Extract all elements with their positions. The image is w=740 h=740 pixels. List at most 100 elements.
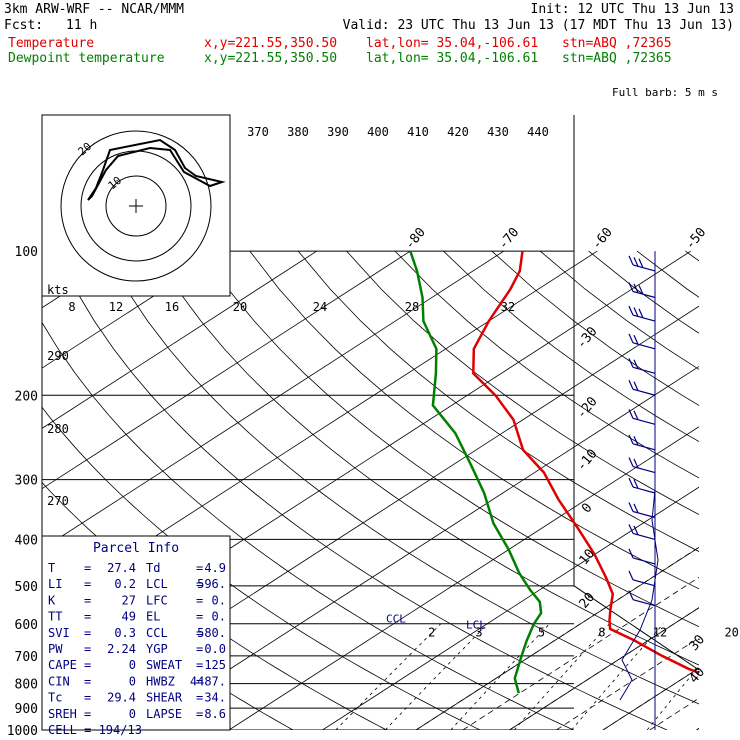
parcel-param-value: 580.	[197, 626, 226, 640]
dry-adiabat-line	[104, 250, 699, 705]
dry-adiabat-line	[297, 250, 699, 552]
isotherm-line	[322, 486, 699, 730]
parcel-param-name: EL	[146, 610, 160, 624]
forecast-hour: 11 h	[66, 18, 98, 33]
wind-barb-flag	[633, 435, 639, 446]
dewpoint-station: stn=ABQ ,72365	[562, 51, 672, 66]
parcel-param-name: CIN	[48, 674, 70, 688]
parcel-param-name: SVI	[48, 626, 70, 640]
parcel-param-eq: =	[84, 674, 91, 688]
isotherm-label: -50	[683, 225, 710, 253]
wind-barb-flag	[628, 502, 634, 512]
isotherm-label: -60	[589, 225, 616, 253]
wind-barb-flag	[633, 335, 639, 345]
theta-label: 400	[367, 125, 389, 139]
wind-barb-staff	[632, 557, 656, 565]
temperature-latlon: lat,lon= 35.04,-106.61	[366, 36, 539, 51]
parcel-param-value: 0.	[212, 593, 226, 607]
wind-barb-staff	[632, 366, 656, 374]
parcel-param-eq: =	[84, 658, 91, 672]
wind-barb-flag	[638, 285, 644, 295]
hodograph-speed-label: 12	[109, 300, 123, 314]
isotherm-label: 30	[687, 632, 709, 654]
isotherm-line	[696, 727, 699, 730]
wind-barb-flag	[628, 548, 634, 559]
dry-adiabat-line	[42, 406, 481, 730]
parcel-param-eq: =	[196, 707, 203, 721]
mixing-ratio-line	[335, 623, 442, 730]
parcel-param-eq: =	[196, 577, 203, 591]
dewpoint-latlon: lat,lon= 35.04,-106.61	[366, 51, 539, 66]
parcel-param-name: TT	[48, 610, 62, 624]
model-name: 3km ARW-WRF -- NCAR/MMM	[4, 2, 185, 17]
isotherm-label: -20	[574, 394, 601, 422]
parcel-param-name: SWEAT	[146, 658, 182, 672]
parcel-param-eq: =	[196, 626, 203, 640]
parcel-param-eq: =	[84, 610, 91, 624]
plot-right-skew-edge	[573, 585, 700, 671]
parcel-param-name: CAPE	[48, 658, 77, 672]
wind-barb-flag	[633, 479, 639, 489]
mixing-ratio-label: 20	[724, 625, 738, 639]
pressure-tick-label: 700	[15, 650, 38, 665]
parcel-param-name: CCL	[146, 626, 168, 640]
temperature-xy: x,y=221.55,350.50	[204, 36, 338, 51]
isotherm-label: -10	[574, 447, 601, 475]
wind-barb-flag	[628, 524, 634, 534]
wind-barb-staff	[632, 417, 656, 425]
parcel-param-name: K	[48, 593, 56, 607]
parcel-param-eq: =	[84, 593, 91, 607]
parcel-param-name: LI	[48, 577, 62, 591]
wind-barb-flag	[633, 381, 639, 391]
pressure-tick-label: 600	[15, 618, 38, 633]
dry-adiabat-line	[734, 251, 740, 730]
hodograph-speed-label: 16	[165, 300, 179, 314]
wind-barb-flag	[628, 590, 634, 600]
parcel-param-eq: =	[84, 626, 91, 640]
isotherm-line	[509, 607, 699, 730]
hodograph-unit-label: kts	[47, 283, 69, 297]
wind-barb-flag	[633, 503, 639, 514]
wind-barb-flag	[628, 409, 634, 419]
parcel-param-value: 0	[129, 658, 136, 672]
wind-barb-staff	[632, 532, 656, 541]
ccl-label: CCL	[386, 613, 406, 626]
isotherm-label: 0	[579, 501, 596, 517]
wind-barb-flag	[628, 358, 634, 368]
parcel-param-value: 0	[129, 707, 136, 721]
parcel-param-eq: =	[84, 577, 91, 591]
wind-barb-flag	[628, 570, 634, 581]
parcel-param-value: 0.	[212, 610, 226, 624]
parcel-param-eq: =	[196, 593, 203, 607]
hodograph-ring	[105, 175, 167, 237]
wind-barb-staff	[632, 264, 656, 272]
parcel-param-value: 2.24	[107, 642, 136, 656]
moist-adiabat-line	[415, 546, 699, 730]
mixing-ratio-line	[450, 623, 550, 730]
wind-barb-flag	[638, 258, 644, 268]
theta-label: 440	[527, 125, 549, 139]
mixing-ratio-line	[513, 623, 610, 730]
parcel-param-eq: =	[196, 674, 203, 688]
isotherm-line	[415, 546, 699, 730]
parcel-param-value: 34.	[204, 691, 226, 705]
dry-adiabat-line	[636, 250, 699, 298]
parcel-param-eq: =	[84, 561, 91, 575]
wind-barb-staff	[632, 443, 656, 451]
hodograph-speed-label: 24	[313, 300, 327, 314]
wind-barb-flag	[633, 359, 639, 369]
parcel-param-value: 27	[122, 593, 136, 607]
isotherm-label: 20	[577, 590, 599, 612]
isotherm-label: -70	[496, 225, 523, 253]
mixing-ratio-label: 2	[428, 625, 435, 639]
wind-barb-flag	[633, 283, 639, 294]
wind-legend-label: Full barb: 5 m s	[612, 86, 718, 99]
pressure-tick-label: 400	[15, 533, 38, 548]
theta-label-lower: 290	[47, 349, 69, 363]
theta-label: 420	[447, 125, 469, 139]
wind-barb-staff	[632, 486, 656, 494]
hodograph-ring	[60, 130, 212, 282]
parcel-param-value: 0.3	[114, 626, 136, 640]
parcel-param-name: LFC	[146, 593, 168, 607]
dry-adiabat-line	[152, 250, 699, 666]
